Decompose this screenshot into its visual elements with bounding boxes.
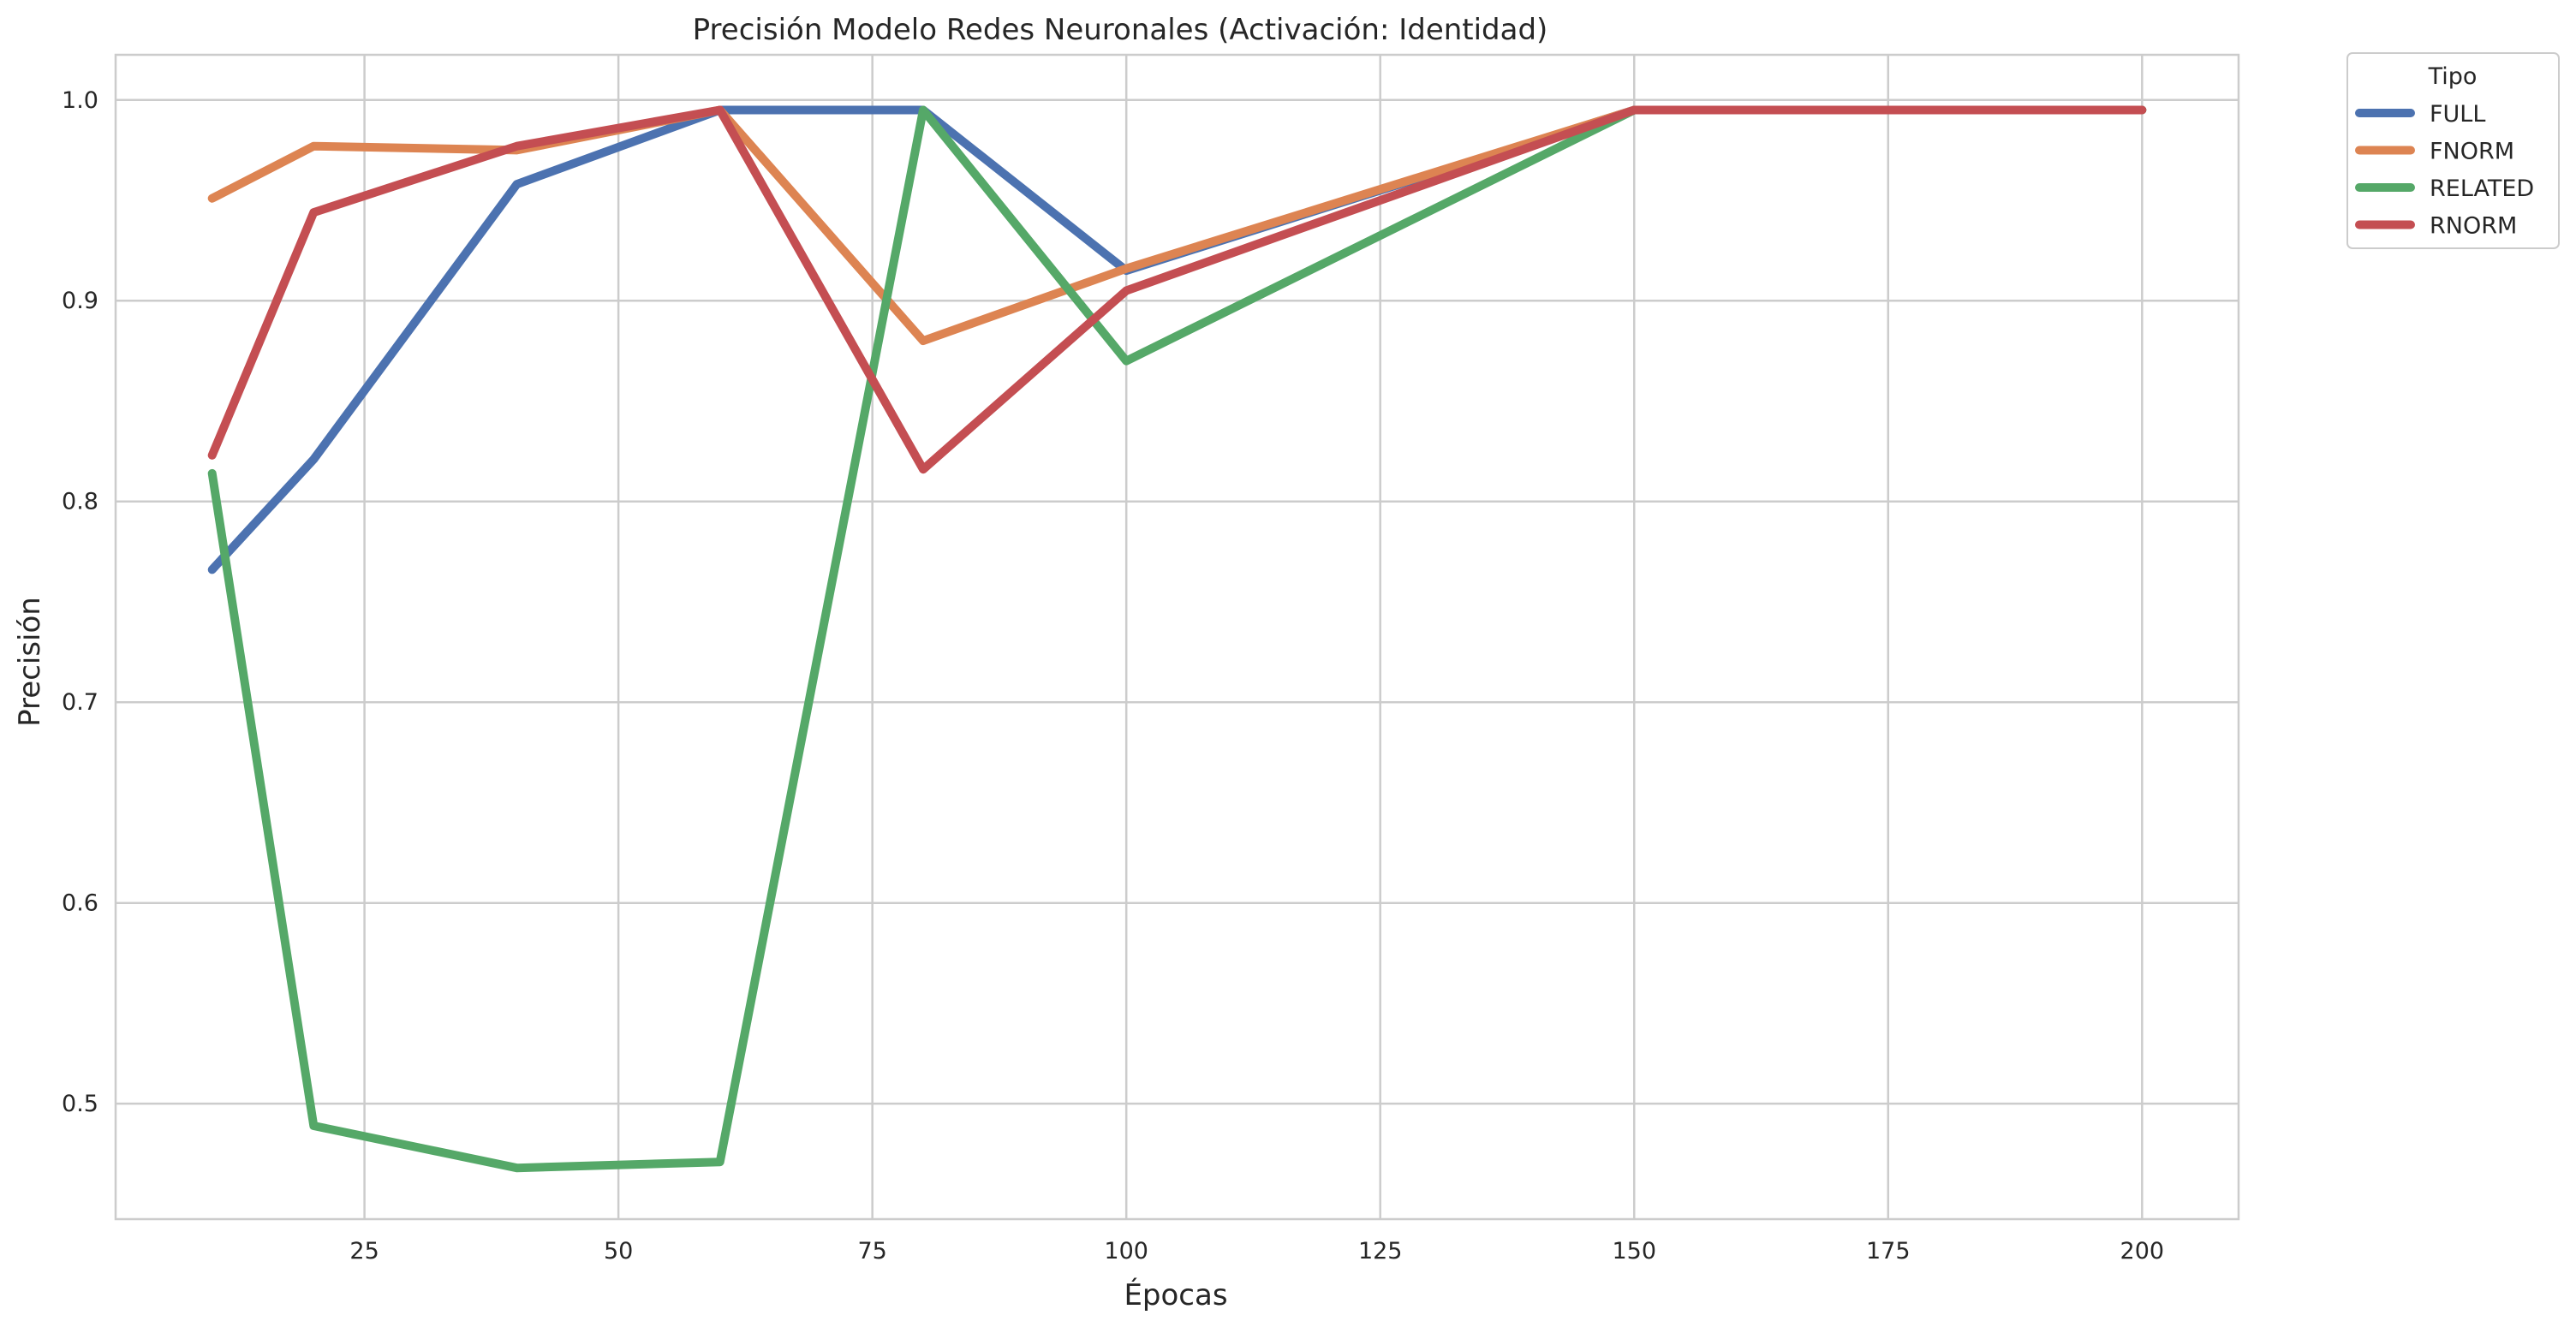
y-axis-ticks: 0.5 0.6 0.7 0.8 0.9 1.0 bbox=[62, 87, 98, 1117]
x-axis-label: Épocas bbox=[1124, 1277, 1227, 1312]
y-tick-label: 0.7 bbox=[62, 689, 98, 716]
chart-title: Precisión Modelo Redes Neuronales (Activ… bbox=[693, 13, 1548, 47]
series-layer bbox=[207, 105, 2147, 1173]
x-tick-label: 50 bbox=[604, 1238, 633, 1265]
grid bbox=[116, 55, 2239, 1219]
legend-title: Tipo bbox=[2428, 63, 2478, 90]
y-tick-label: 0.8 bbox=[62, 489, 98, 515]
x-tick-label: 100 bbox=[1104, 1238, 1148, 1265]
y-axis-label: Precisión bbox=[13, 597, 47, 727]
legend-box bbox=[2346, 52, 2560, 249]
x-tick-label: 150 bbox=[1612, 1238, 1656, 1265]
x-tick-label: 125 bbox=[1358, 1238, 1403, 1265]
series-line-rnorm bbox=[207, 105, 2147, 474]
legend-items: FULL FNORM RELATED RNORM bbox=[2355, 101, 2534, 240]
y-tick-label: 1.0 bbox=[62, 87, 98, 114]
series-line-fnorm bbox=[207, 105, 2147, 346]
x-tick-label: 175 bbox=[1866, 1238, 1911, 1265]
y-tick-label: 0.9 bbox=[62, 288, 98, 314]
x-tick-label: 25 bbox=[349, 1238, 379, 1265]
legend-label-full: FULL bbox=[2430, 101, 2485, 128]
y-tick-label: 0.5 bbox=[62, 1091, 98, 1117]
legend: Tipo FULL FNORM RELATED RNORM bbox=[2346, 52, 2560, 249]
x-tick-label: 75 bbox=[857, 1238, 886, 1265]
x-axis-ticks: 25 50 75 100 125 150 175 200 bbox=[349, 1238, 2164, 1265]
legend-label-fnorm: FNORM bbox=[2430, 139, 2514, 165]
legend-label-rnorm: RNORM bbox=[2430, 213, 2517, 240]
y-tick-label: 0.6 bbox=[62, 890, 98, 917]
plot-area-frame bbox=[114, 53, 2240, 1221]
x-tick-label: 200 bbox=[2120, 1238, 2165, 1265]
legend-label-related: RELATED bbox=[2430, 176, 2534, 202]
series-line-related bbox=[207, 105, 2147, 1173]
